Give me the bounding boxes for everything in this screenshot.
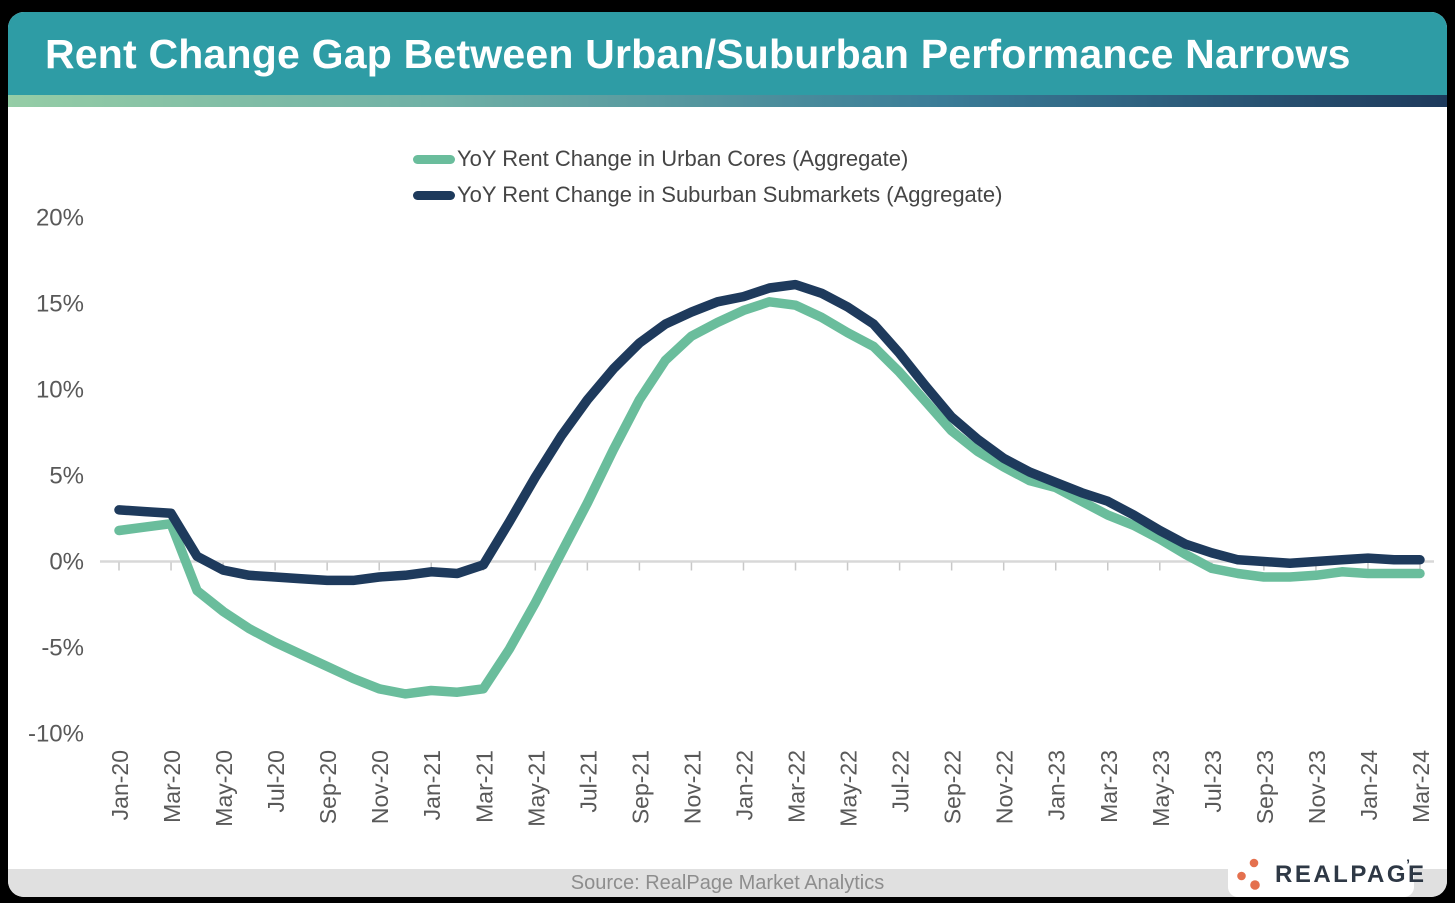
source-text: Source: RealPage Market Analytics — [570, 872, 885, 894]
realpage-logo: REALPAGE ’ — [1228, 850, 1424, 897]
legend-item-0: YoY Rent Change in Urban Cores (Aggregat… — [413, 141, 1002, 177]
page-title: Rent Change Gap Between Urban/Suburban P… — [45, 31, 1351, 77]
realpage-trademark-icon: ’ — [1406, 856, 1410, 872]
legend-item-1: YoY Rent Change in Suburban Submarkets (… — [413, 177, 1002, 213]
source-bar: Source: RealPage Market Analytics — [8, 869, 1447, 897]
realpage-dots-icon — [1237, 858, 1260, 890]
legend-swatch-icon — [413, 154, 455, 164]
title-bar: Rent Change Gap Between Urban/Suburban P… — [8, 12, 1447, 95]
legend-label: YoY Rent Change in Suburban Submarkets (… — [457, 182, 1003, 207]
realpage-logo-text: REALPAGE — [1275, 861, 1427, 888]
legend: YoY Rent Change in Urban Cores (Aggregat… — [413, 141, 1002, 213]
legend-swatch-icon — [413, 190, 455, 200]
header-gradient-bar — [8, 95, 1447, 107]
legend-label: YoY Rent Change in Urban Cores (Aggregat… — [457, 146, 909, 171]
